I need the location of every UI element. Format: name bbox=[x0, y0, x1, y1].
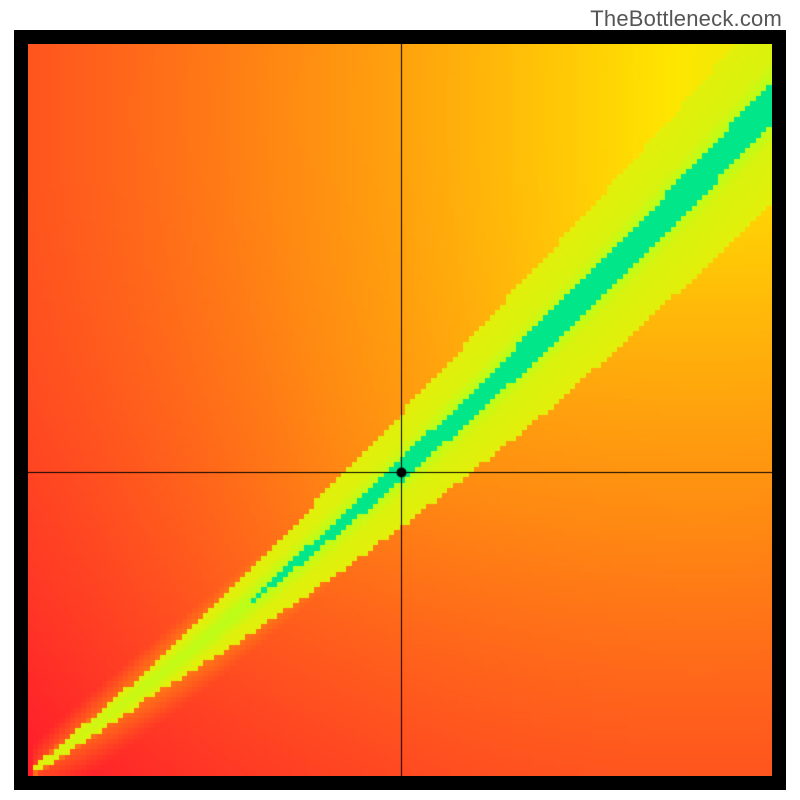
watermark-text: TheBottleneck.com bbox=[590, 6, 782, 32]
heatmap-canvas bbox=[28, 44, 772, 776]
plot-frame bbox=[14, 30, 786, 790]
